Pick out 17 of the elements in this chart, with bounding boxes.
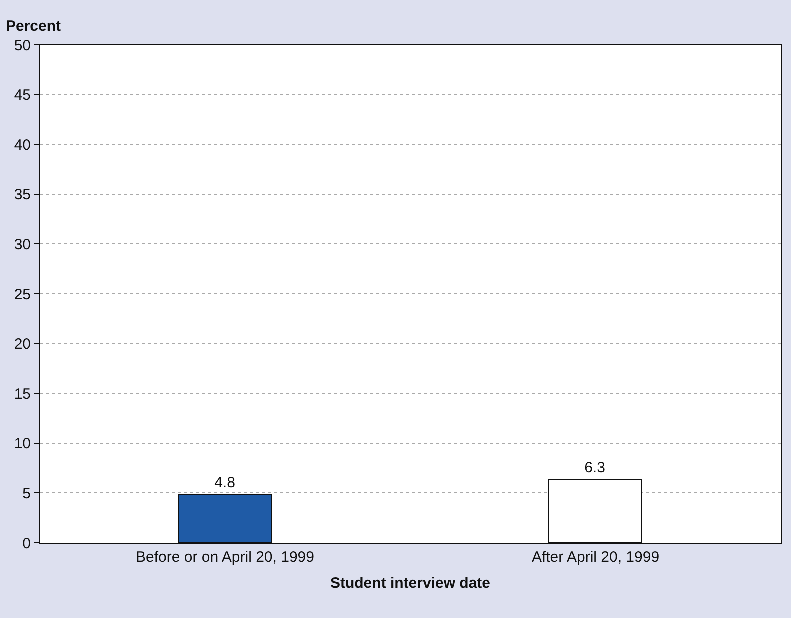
data-label: 4.8: [214, 474, 236, 492]
y-tick-label: 45: [14, 87, 31, 104]
y-tick-label: 5: [22, 485, 31, 502]
x-tick-label: Before or on April 20, 1999: [136, 549, 314, 566]
y-tick-label: 20: [14, 336, 31, 354]
y-axis-title: Percent: [6, 18, 62, 35]
x-axis-title: Student interview date: [330, 575, 491, 592]
data-label: 6.3: [584, 460, 606, 476]
y-tick-label: 30: [14, 236, 31, 254]
y-tick-label: 25: [14, 286, 31, 304]
x-tick-label: After April 20, 1999: [532, 549, 660, 566]
y-tick-label: 50: [14, 37, 31, 54]
y-tick-label: 35: [14, 186, 31, 204]
y-tick-label: 10: [14, 436, 31, 453]
y-tick-label: 15: [14, 386, 31, 403]
y-tick-label: 0: [22, 535, 31, 552]
y-tick-label: 40: [14, 136, 31, 154]
